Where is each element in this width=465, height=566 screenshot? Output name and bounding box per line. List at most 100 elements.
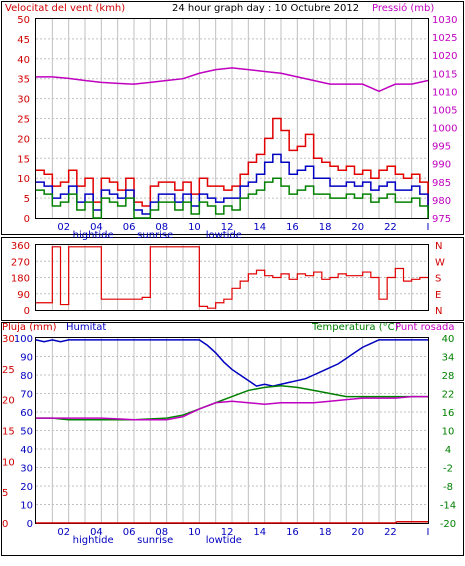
wind-tick-label: 35	[17, 75, 30, 86]
humidity-tick-label: 70	[20, 390, 33, 401]
hour-tick-label: 06	[123, 222, 136, 233]
pressure-tick-label: 985	[432, 178, 451, 189]
rain-tick-label: 20	[2, 396, 15, 407]
humidity-axis-label: Humitat	[66, 322, 106, 333]
pressure-tick-label: 1010	[432, 87, 457, 98]
hour-tick-label: I	[427, 527, 430, 538]
hour-tick-label: 08	[155, 222, 168, 233]
rain-tick-label: 30	[2, 334, 15, 345]
hour-tick-label: 14	[253, 222, 266, 233]
pressure-tick-label: 1005	[432, 105, 457, 116]
hour-tick-label: 02	[57, 222, 70, 233]
rain-tick-label: 10	[2, 457, 15, 468]
x-marker-label: hightide	[73, 230, 114, 241]
rain-tick-label: 0	[2, 519, 8, 530]
temperature-tick-label: 10	[442, 427, 455, 438]
temperature-tick-label: -14	[440, 501, 456, 512]
panel-2-border	[1, 237, 464, 321]
x-marker-label: lowtide	[206, 230, 242, 241]
panel-3-border	[1, 322, 464, 556]
humidity-series-line	[35, 339, 428, 387]
hour-tick-label: 22	[384, 222, 397, 233]
pressure-axis-label: Pressió (mb)	[372, 2, 434, 14]
pressure-tick-label: 1030	[432, 15, 457, 26]
hour-tick-label: 20	[351, 527, 364, 538]
hour-tick-label: 06	[123, 527, 136, 538]
wind-tick-label: 5	[24, 194, 30, 205]
hour-tick-label: 10	[188, 527, 201, 538]
humidity-tick-label: 90	[20, 353, 33, 364]
x-marker-label: lowtide	[206, 535, 242, 546]
direction-series-line	[36, 246, 428, 309]
humidity-tick-label: 50	[20, 427, 33, 438]
temperature-tick-label: 4	[445, 445, 451, 456]
compass-label: N	[435, 306, 442, 317]
humidity-tick-label: 20	[20, 482, 33, 493]
pressure-tick-label: 1025	[432, 33, 457, 44]
compass-label: E	[435, 290, 441, 301]
compass-label: N	[435, 241, 442, 252]
rain-tick-label: 15	[2, 427, 15, 438]
direction-tick-label: 90	[17, 290, 30, 301]
rain-series-line	[36, 521, 428, 524]
temperature-tick-label: 16	[442, 408, 455, 419]
hour-tick-label: 16	[286, 527, 299, 538]
wind-axis-label: Velocitat del vent (kmh)	[5, 3, 125, 14]
pressure-tick-label: 975	[432, 214, 451, 225]
compass-label: W	[435, 257, 445, 268]
humidity-tick-label: 10	[20, 501, 33, 512]
rain-tick-label: 25	[2, 365, 15, 376]
humidity-tick-label: 60	[20, 408, 33, 419]
wind-tick-label: 10	[17, 174, 30, 185]
temperature-tick-label: 40	[442, 334, 455, 345]
x-marker-label: sunrise	[137, 535, 173, 546]
humidity-tick-label: 100	[14, 334, 33, 345]
direction-tick-label: 180	[11, 274, 30, 285]
hour-tick-label: 10	[188, 222, 201, 233]
hour-tick-label: 16	[286, 222, 299, 233]
direction-tick-label: 0	[24, 306, 30, 317]
humidity-tick-label: 0	[27, 519, 33, 530]
wind-tick-label: 15	[17, 154, 30, 165]
pressure-series-line	[36, 67, 429, 93]
graph-title: 24 hour graph day : 10 Octubre 2012	[172, 3, 359, 14]
panel-1-border	[1, 1, 464, 235]
temperature-tick-label: 28	[442, 371, 455, 382]
temperature-axis-label: Temperatura (°C)	[311, 322, 399, 333]
direction-tick-label: 360	[11, 241, 30, 252]
direction-tick-label: 270	[11, 257, 30, 268]
x-marker-label: sunrise	[137, 230, 173, 241]
pressure-tick-label: 995	[432, 142, 451, 153]
rain-tick-label: 5	[2, 488, 8, 499]
series-layer	[35, 67, 429, 524]
hour-tick-label: 14	[253, 527, 266, 538]
hour-tick-label: 02	[57, 527, 70, 538]
hour-tick-label: 08	[155, 527, 168, 538]
humidity-tick-label: 30	[20, 464, 33, 475]
pressure-tick-label: 1020	[432, 51, 457, 62]
x-marker-label: hightide	[73, 535, 114, 546]
min-series-line	[36, 177, 429, 219]
wind-tick-label: 30	[17, 95, 30, 106]
pressure-tick-label: 980	[432, 196, 451, 207]
pressure-tick-label: 1000	[432, 124, 457, 135]
pressure-tick-label: 990	[432, 160, 451, 171]
compass-label: S	[435, 274, 441, 285]
axis-layer: 0510152025303540455097598098599099510001…	[2, 15, 457, 546]
wind-tick-label: 20	[17, 134, 30, 145]
wind-tick-label: 45	[17, 35, 30, 46]
hour-tick-label: 18	[319, 222, 332, 233]
humidity-tick-label: 40	[20, 445, 33, 456]
humidity-tick-label: 80	[20, 371, 33, 382]
temperature-series-line	[36, 385, 428, 421]
temperature-tick-label: 34	[442, 353, 455, 364]
hour-tick-label: 18	[319, 527, 332, 538]
wind-tick-label: 0	[24, 214, 30, 225]
hour-tick-label: 04	[90, 527, 103, 538]
hour-tick-label: 12	[221, 222, 234, 233]
wind-tick-label: 50	[17, 15, 30, 26]
wind-tick-label: 40	[17, 55, 30, 66]
dewpoint-series-line	[36, 395, 428, 421]
